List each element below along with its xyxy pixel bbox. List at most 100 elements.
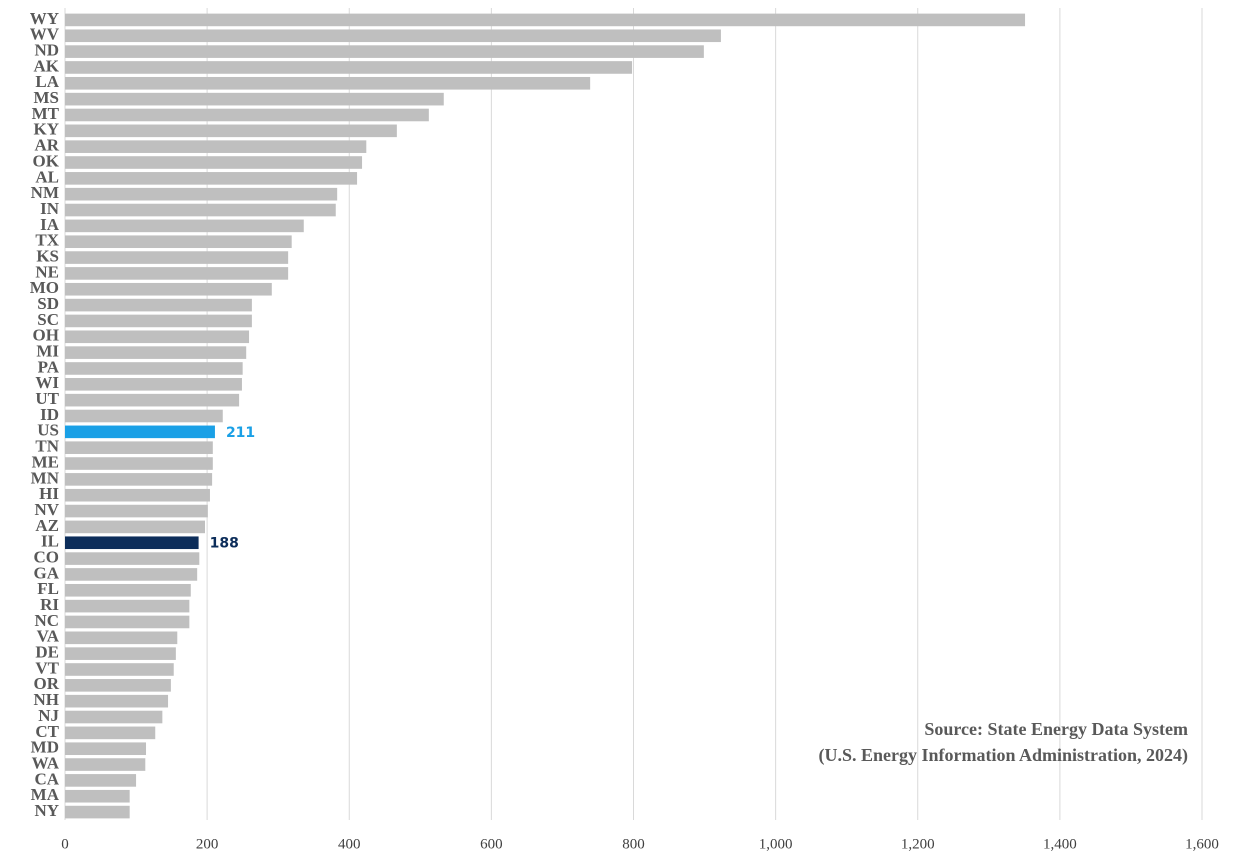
bar bbox=[65, 187, 338, 201]
y-tick-label: MT bbox=[32, 104, 60, 123]
x-tick-label: 1,600 bbox=[1185, 836, 1219, 852]
y-tick-label: HI bbox=[39, 484, 59, 503]
bar bbox=[65, 362, 243, 375]
x-tick-label: 1,200 bbox=[901, 836, 935, 852]
bar bbox=[65, 298, 252, 312]
x-tick-label: 400 bbox=[338, 836, 361, 852]
y-tick-label: IA bbox=[40, 215, 60, 234]
x-tick-label: 800 bbox=[622, 836, 645, 852]
bar bbox=[65, 346, 247, 359]
y-tick-label: GA bbox=[34, 563, 60, 582]
bar bbox=[65, 203, 336, 217]
y-tick-label: MI bbox=[36, 342, 59, 361]
bar bbox=[65, 599, 190, 613]
y-tick-label: CA bbox=[34, 769, 59, 788]
bar bbox=[65, 45, 704, 58]
bar bbox=[65, 473, 213, 486]
x-tick-label: 1,400 bbox=[1043, 836, 1077, 852]
bar bbox=[65, 504, 208, 518]
bar bbox=[65, 314, 252, 328]
bar bbox=[65, 13, 1026, 27]
bar bbox=[65, 92, 444, 106]
bar bbox=[65, 694, 169, 708]
bar bbox=[65, 789, 130, 803]
bar bbox=[65, 520, 205, 534]
bar bbox=[65, 267, 289, 280]
source-line: Source: State Energy Data System bbox=[924, 719, 1188, 739]
bar bbox=[65, 172, 358, 185]
y-tick-label: NY bbox=[34, 801, 59, 820]
x-tick-label: 0 bbox=[61, 836, 69, 852]
bar bbox=[65, 251, 289, 264]
bar bbox=[65, 457, 213, 470]
y-tick-label: MA bbox=[31, 785, 60, 804]
bar bbox=[65, 488, 210, 502]
bar bbox=[65, 441, 213, 454]
y-tick-label: NV bbox=[34, 500, 59, 519]
bar bbox=[65, 615, 190, 629]
value-label: 188 bbox=[210, 536, 239, 552]
bar bbox=[65, 663, 174, 676]
bar bbox=[65, 679, 171, 692]
bar bbox=[65, 330, 250, 344]
bar bbox=[65, 552, 200, 565]
bar bbox=[65, 568, 198, 581]
bar bbox=[65, 61, 633, 74]
bar bbox=[65, 742, 147, 756]
bar bbox=[65, 726, 156, 740]
bar bbox=[65, 758, 146, 771]
y-tick-label: AL bbox=[35, 167, 59, 186]
y-tick-label: VT bbox=[35, 658, 59, 677]
y-tick-label: TX bbox=[35, 231, 59, 250]
y-tick-label: VA bbox=[37, 627, 60, 646]
bar bbox=[65, 29, 721, 43]
bar bbox=[65, 583, 191, 597]
bar bbox=[65, 536, 199, 550]
source-line: (U.S. Energy Information Administration,… bbox=[818, 745, 1188, 766]
y-tick-label: US bbox=[37, 421, 59, 440]
bar bbox=[65, 140, 367, 153]
y-tick-label: NC bbox=[34, 611, 59, 630]
y-tick-label: ME bbox=[32, 452, 59, 471]
y-tick-label: MN bbox=[31, 468, 60, 487]
y-tick-label: WA bbox=[32, 753, 60, 772]
y-tick-label: WI bbox=[35, 373, 59, 392]
y-tick-label: NH bbox=[34, 690, 60, 709]
y-tick-label: UT bbox=[35, 389, 59, 408]
y-tick-label: WV bbox=[30, 25, 60, 44]
y-tick-label: DE bbox=[35, 643, 59, 662]
x-tick-label: 200 bbox=[196, 836, 219, 852]
bar bbox=[65, 378, 242, 391]
y-tick-label: OK bbox=[33, 151, 60, 170]
y-tick-label: AR bbox=[34, 136, 59, 155]
y-tick-label: ND bbox=[34, 41, 59, 60]
bar bbox=[65, 108, 429, 122]
y-tick-label: AZ bbox=[35, 516, 59, 535]
bar bbox=[65, 647, 176, 660]
y-tick-label: KS bbox=[36, 246, 59, 265]
y-tick-label: PA bbox=[38, 357, 60, 376]
bar bbox=[65, 393, 240, 407]
bar bbox=[65, 710, 163, 724]
bar bbox=[65, 774, 137, 787]
y-tick-label: CO bbox=[34, 547, 60, 566]
bar bbox=[65, 282, 272, 296]
y-tick-label: ID bbox=[40, 405, 59, 424]
bar bbox=[65, 76, 591, 90]
y-tick-label: AK bbox=[34, 56, 60, 75]
y-tick-label: TN bbox=[35, 437, 59, 456]
bar bbox=[65, 219, 304, 233]
x-tick-label: 600 bbox=[480, 836, 503, 852]
y-tick-label: KY bbox=[34, 120, 60, 139]
y-tick-label: NE bbox=[35, 262, 59, 281]
y-tick-label: CT bbox=[35, 722, 59, 741]
y-tick-label: FL bbox=[37, 579, 59, 598]
y-tick-label: SD bbox=[37, 294, 59, 313]
bar bbox=[65, 425, 215, 439]
value-label: 211 bbox=[226, 425, 255, 441]
x-tick-label: 1,000 bbox=[759, 836, 793, 852]
bar bbox=[65, 409, 223, 423]
y-tick-label: OR bbox=[34, 674, 60, 693]
bar bbox=[65, 631, 178, 645]
